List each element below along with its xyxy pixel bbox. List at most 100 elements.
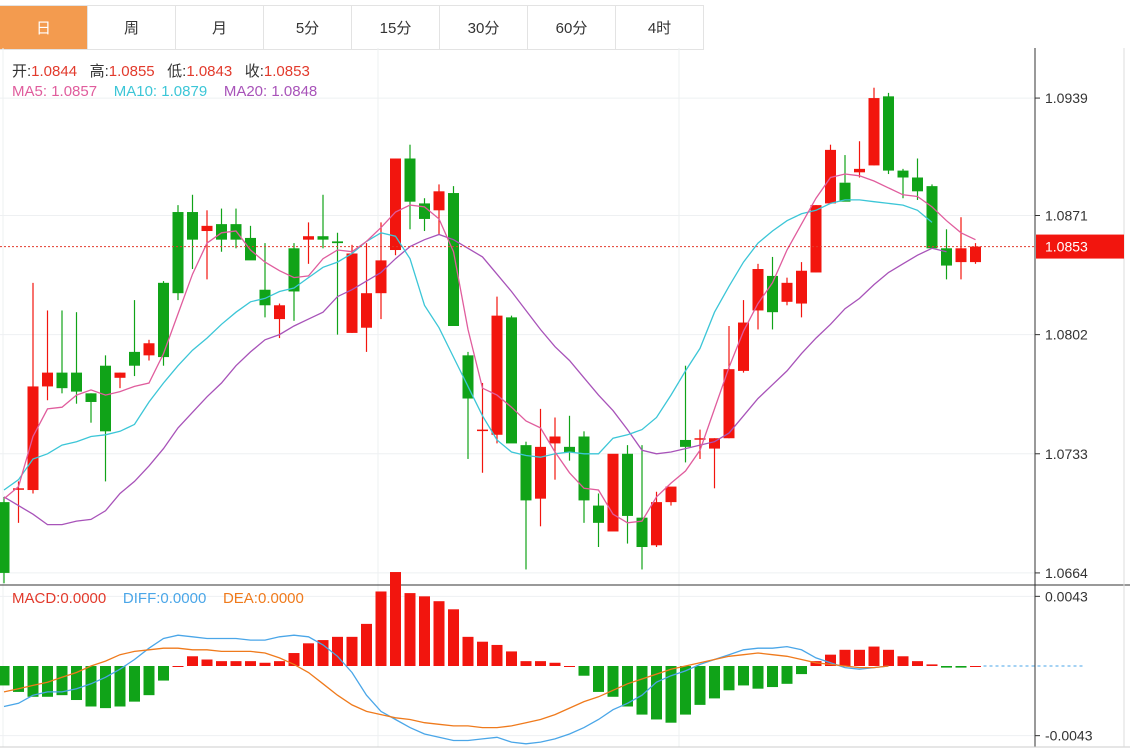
- tab-5min[interactable]: 5分: [264, 6, 352, 49]
- tab-day[interactable]: 日: [0, 6, 88, 49]
- macd-bar: [71, 666, 82, 701]
- candle-body: [71, 372, 82, 392]
- tab-60min[interactable]: 60分: [528, 6, 616, 49]
- ma5-label: MA5:: [12, 83, 48, 100]
- macd-bar: [680, 666, 691, 715]
- macd-bar: [709, 666, 720, 699]
- tab-4hour[interactable]: 4时: [616, 6, 704, 49]
- macd-bar: [955, 666, 967, 668]
- candle-body: [85, 393, 97, 402]
- ma20-label: MA20:: [223, 83, 268, 100]
- diff-label: DIFF:: [122, 590, 161, 607]
- macd-bar: [825, 654, 836, 666]
- macd-bar: [622, 666, 633, 707]
- ohlc-readout: 开:1.0844 高:1.0855 低:1.0843 收:1.0853: [12, 60, 310, 81]
- macd-histogram: [0, 572, 981, 723]
- price-tick-label: 1.0733: [1045, 446, 1088, 462]
- dea-line: [3, 647, 889, 729]
- candle-body: [941, 248, 952, 266]
- diff-value: 0.0000: [160, 590, 207, 607]
- tab-15min[interactable]: 15分: [352, 6, 440, 49]
- candle-body: [477, 429, 488, 432]
- macd-readout: MACD:0.0000 DIFF:0.0000 DEA:0.0000: [12, 590, 304, 607]
- macd-bar: [723, 666, 735, 691]
- candle-body: [491, 315, 503, 435]
- candle-body: [317, 236, 329, 240]
- high-value: 1.0855: [108, 63, 155, 80]
- macd-bar: [796, 666, 807, 675]
- last-price-label: 1.0853: [1045, 239, 1088, 255]
- candle-body: [201, 225, 213, 232]
- candle-body: [839, 182, 851, 202]
- macd-bar: [172, 666, 184, 667]
- macd-bar: [404, 593, 416, 666]
- macd-bar: [114, 666, 126, 707]
- macd-bar: [767, 666, 778, 688]
- macd-bar: [42, 666, 53, 697]
- ma20-line: [3, 233, 947, 526]
- ma20-value: 1.0848: [271, 83, 318, 100]
- candle-body: [42, 372, 53, 387]
- close-value: 1.0853: [263, 63, 310, 80]
- candle-body: [926, 186, 938, 249]
- tab-week[interactable]: 周: [88, 6, 176, 49]
- ma5-value: 1.0857: [51, 83, 98, 100]
- macd-bar: [288, 653, 300, 666]
- macd-bar: [738, 666, 749, 686]
- candle-body: [433, 191, 445, 211]
- period-tabs: 日 周 月 5分 15分 30分 60分 4时: [0, 5, 704, 50]
- macd-bar: [970, 666, 981, 667]
- macd-bar: [187, 656, 198, 666]
- macd-bar: [201, 659, 213, 666]
- candle-body: [825, 149, 836, 204]
- macd-bar: [752, 666, 764, 689]
- candle-body: [129, 351, 140, 366]
- candle-body: [970, 246, 981, 263]
- macd-bar: [346, 636, 358, 666]
- ma5-line: [3, 173, 976, 524]
- candle-body: [854, 168, 865, 173]
- macd-value: 0.0000: [60, 590, 107, 607]
- candle-body: [375, 260, 387, 294]
- macd-tick-label: -0.0043: [1045, 728, 1093, 744]
- candle-body: [709, 438, 720, 449]
- macd-bar: [259, 662, 271, 666]
- low-value: 1.0843: [186, 63, 233, 80]
- candle-body: [56, 372, 68, 389]
- candle-body: [346, 253, 358, 333]
- candle-body: [390, 158, 401, 251]
- candle-body: [607, 453, 619, 532]
- macd-bar: [491, 644, 503, 666]
- candle-body: [172, 212, 184, 294]
- macd-bar: [216, 661, 227, 666]
- high-label: 高:: [89, 63, 109, 80]
- candle-body: [332, 241, 343, 244]
- candle-body: [883, 96, 894, 171]
- tab-30min[interactable]: 30分: [440, 6, 528, 49]
- macd-bar: [433, 601, 445, 666]
- candle-body: [288, 248, 300, 292]
- candle-body: [187, 212, 198, 240]
- price-tick-label: 1.0939: [1045, 90, 1088, 106]
- candle-body: [274, 305, 285, 320]
- candle-body: [0, 502, 10, 573]
- candle-body: [723, 369, 735, 439]
- tab-month[interactable]: 月: [176, 6, 264, 49]
- close-label: 收:: [244, 63, 264, 80]
- candle-body: [462, 355, 474, 399]
- macd-bar: [593, 666, 604, 692]
- candle-body: [158, 282, 169, 358]
- candle-body: [520, 445, 532, 501]
- macd-bar: [665, 666, 677, 723]
- macd-bar: [868, 646, 880, 666]
- macd-bar: [143, 666, 155, 696]
- macd-bar: [0, 666, 10, 686]
- macd-bar: [13, 666, 24, 692]
- price-tick-label: 1.0802: [1045, 327, 1088, 343]
- macd-bar: [477, 641, 488, 666]
- macd-bar: [651, 666, 662, 720]
- grid: [0, 48, 1035, 747]
- macd-bar: [56, 666, 68, 696]
- ma10-value: 1.0879: [161, 83, 208, 100]
